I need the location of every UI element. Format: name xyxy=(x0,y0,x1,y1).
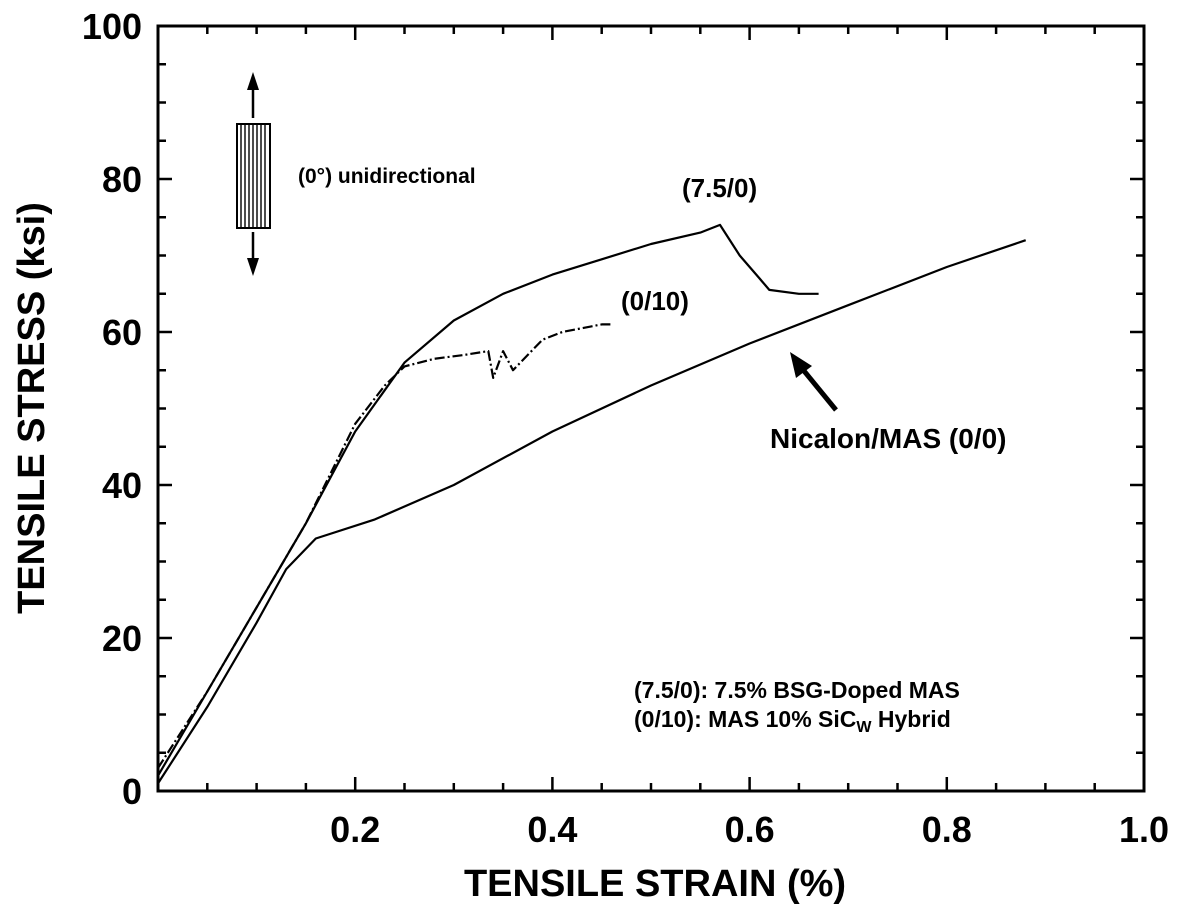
x-tick-label: 0.8 xyxy=(922,809,972,850)
y-tick-label: 80 xyxy=(102,159,142,200)
series-line-1 xyxy=(157,239,1027,784)
y-tick-label: 0 xyxy=(122,771,142,812)
legend-line-2-prefix: (0/10): MAS 10% SiC xyxy=(634,706,856,732)
series-group xyxy=(157,223,1027,784)
series-line-3 xyxy=(157,323,612,769)
y-tick-label: 60 xyxy=(102,312,142,353)
tick-labels: 0.2 0.4 0.6 0.8 1.0 0 20 40 60 80 100 xyxy=(82,6,1169,850)
legend-line-2-suffix: Hybrid xyxy=(872,706,951,732)
y-tick-label: 100 xyxy=(82,6,142,47)
label-75-0: (7.5/0) xyxy=(682,173,757,203)
x-axis-title: TENSILE STRAIN (%) xyxy=(464,863,846,905)
specimen-icon xyxy=(236,72,271,276)
label-0-10: (0/10) xyxy=(621,286,689,316)
y-axis-title: TENSILE STRESS (ksi) xyxy=(11,202,53,614)
legend-line-1: (7.5/0): 7.5% BSG-Doped MAS xyxy=(634,677,960,703)
y-tick-label: 40 xyxy=(102,465,142,506)
x-tick-label: 0.2 xyxy=(330,809,380,850)
legend-line-2-subscript: W xyxy=(856,719,872,736)
label-nicalon: Nicalon/MAS (0/0) xyxy=(770,423,1006,454)
legend-line-2: (0/10): MAS 10% SiCW Hybrid xyxy=(634,706,951,736)
orientation-label: (0°) unidirectional xyxy=(298,165,476,188)
x-tick-label: 0.6 xyxy=(725,809,775,850)
x-tick-label: 0.4 xyxy=(527,809,577,850)
y-tick-label: 20 xyxy=(102,618,142,659)
nicalon-arrow xyxy=(790,352,838,412)
series-line-2 xyxy=(157,223,819,777)
tick-marks xyxy=(156,24,1146,793)
x-tick-label: 1.0 xyxy=(1119,809,1169,850)
